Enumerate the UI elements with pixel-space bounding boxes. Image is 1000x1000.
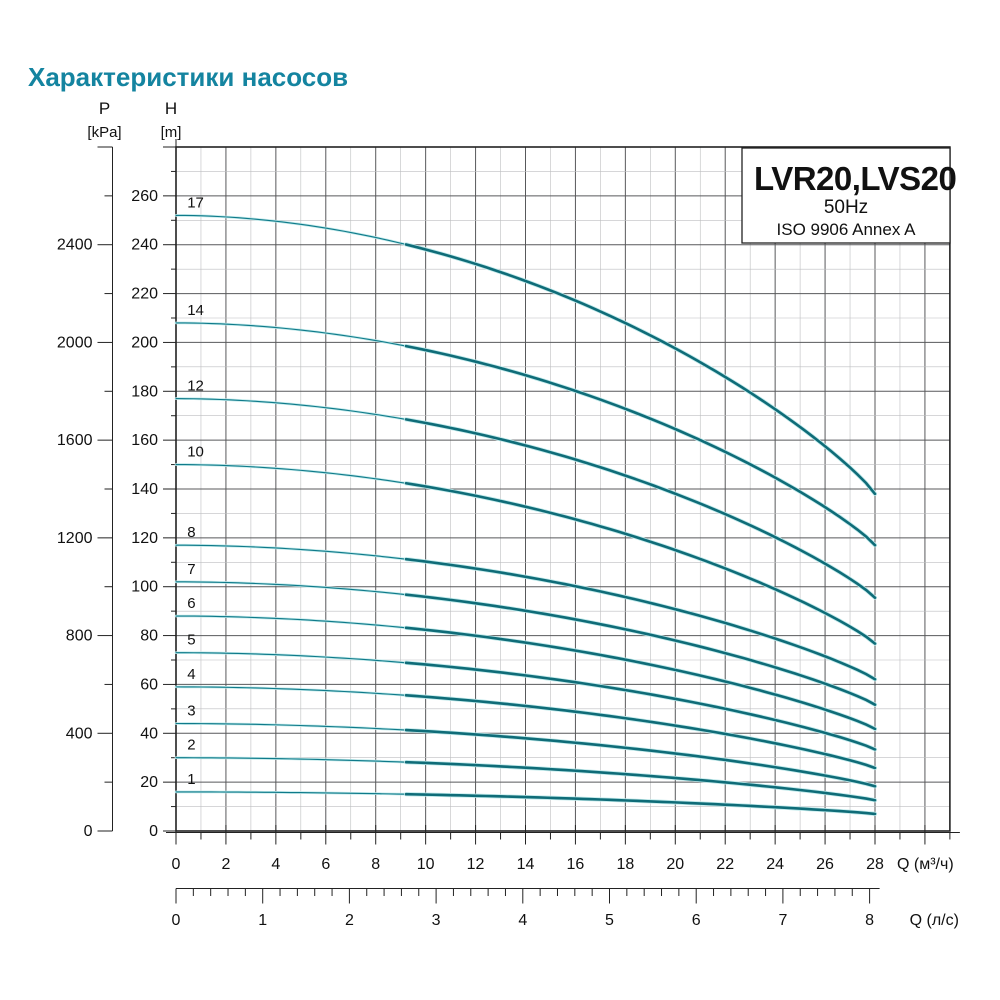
svg-text:2400: 2400 xyxy=(57,237,93,254)
svg-text:7: 7 xyxy=(187,561,195,578)
svg-text:40: 40 xyxy=(140,725,158,742)
svg-text:3: 3 xyxy=(432,912,441,929)
svg-text:6: 6 xyxy=(321,856,330,873)
svg-text:10: 10 xyxy=(417,856,435,873)
svg-text:3: 3 xyxy=(187,703,195,720)
svg-text:2: 2 xyxy=(345,912,354,929)
svg-text:6: 6 xyxy=(187,595,195,612)
svg-text:2: 2 xyxy=(221,856,230,873)
svg-text:20: 20 xyxy=(140,774,158,791)
svg-text:2: 2 xyxy=(187,737,195,754)
svg-text:5: 5 xyxy=(605,912,614,929)
svg-text:[kPa]: [kPa] xyxy=(87,124,121,141)
svg-text:ISO 9906 Annex A: ISO 9906 Annex A xyxy=(777,220,917,239)
svg-text:180: 180 xyxy=(131,383,158,400)
svg-text:260: 260 xyxy=(131,188,158,205)
svg-text:H: H xyxy=(165,99,177,118)
svg-text:18: 18 xyxy=(616,856,634,873)
svg-text:Q (м³/ч): Q (м³/ч) xyxy=(897,856,954,873)
svg-text:1600: 1600 xyxy=(57,432,93,449)
svg-text:8: 8 xyxy=(187,524,195,541)
svg-text:160: 160 xyxy=(131,432,158,449)
svg-text:12: 12 xyxy=(467,856,485,873)
svg-text:120: 120 xyxy=(131,530,158,547)
svg-text:4: 4 xyxy=(271,856,280,873)
svg-text:28: 28 xyxy=(866,856,884,873)
svg-text:400: 400 xyxy=(66,725,93,742)
svg-text:12: 12 xyxy=(187,378,204,395)
svg-text:800: 800 xyxy=(66,628,93,645)
svg-text:80: 80 xyxy=(140,628,158,645)
svg-text:6: 6 xyxy=(692,912,701,929)
svg-text:0: 0 xyxy=(172,856,181,873)
svg-text:1200: 1200 xyxy=(57,530,93,547)
svg-text:LVR20,LVS20: LVR20,LVS20 xyxy=(754,160,956,197)
svg-text:16: 16 xyxy=(567,856,585,873)
svg-text:220: 220 xyxy=(131,286,158,303)
svg-text:240: 240 xyxy=(131,237,158,254)
svg-text:4: 4 xyxy=(518,912,527,929)
svg-text:1: 1 xyxy=(187,771,195,788)
svg-text:17: 17 xyxy=(187,194,204,211)
svg-text:0: 0 xyxy=(84,823,93,840)
svg-text:26: 26 xyxy=(816,856,834,873)
svg-text:[m]: [m] xyxy=(161,124,182,141)
svg-text:5: 5 xyxy=(187,632,195,649)
svg-text:20: 20 xyxy=(666,856,684,873)
svg-text:14: 14 xyxy=(187,302,204,319)
svg-text:4: 4 xyxy=(187,666,195,683)
svg-text:0: 0 xyxy=(172,912,181,929)
svg-text:7: 7 xyxy=(778,912,787,929)
svg-text:140: 140 xyxy=(131,481,158,498)
svg-text:0: 0 xyxy=(149,823,158,840)
svg-text:8: 8 xyxy=(865,912,874,929)
svg-text:200: 200 xyxy=(131,334,158,351)
svg-text:8: 8 xyxy=(371,856,380,873)
svg-text:1: 1 xyxy=(258,912,267,929)
svg-text:24: 24 xyxy=(766,856,784,873)
svg-text:Q (л/с): Q (л/с) xyxy=(910,912,959,929)
svg-text:2000: 2000 xyxy=(57,334,93,351)
svg-text:10: 10 xyxy=(187,444,204,461)
svg-text:100: 100 xyxy=(131,579,158,596)
svg-text:60: 60 xyxy=(140,676,158,693)
svg-text:P: P xyxy=(99,99,110,118)
svg-text:50Hz: 50Hz xyxy=(824,197,868,218)
svg-text:22: 22 xyxy=(716,856,734,873)
svg-text:14: 14 xyxy=(517,856,535,873)
